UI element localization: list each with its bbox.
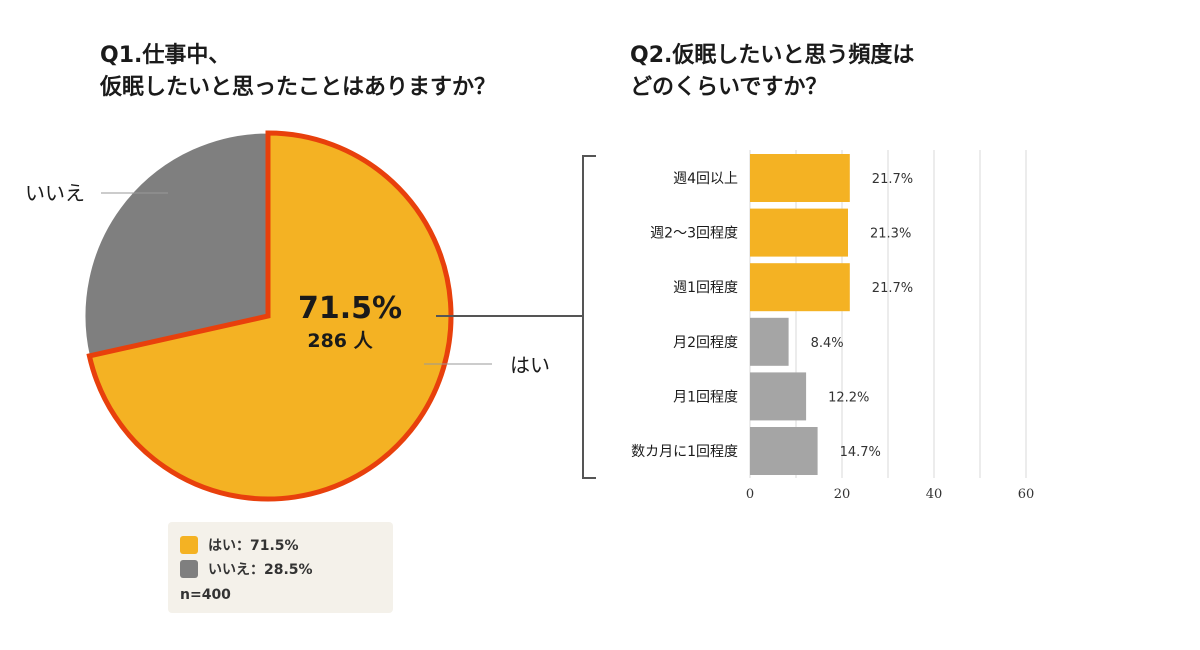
bar-category-label: 月2回程度 — [673, 335, 738, 351]
q1-title: Q1.仕事中、 仮眠したいと思ったことはありますか？ — [100, 40, 496, 104]
q1-title-line2: 仮眠したいと思ったことはありますか？ — [100, 75, 497, 100]
q2-title: Q2.仮眠したいと思う頻度は どのくらいですか？ — [630, 40, 914, 104]
bar-value-label: 21.7% — [872, 281, 913, 296]
bar-category-label: 数カ月に1回程度 — [631, 444, 738, 460]
legend-sample-size: n=400 — [180, 587, 231, 603]
bar-value-label: 8.4% — [811, 336, 844, 351]
bar-2 — [750, 208, 848, 257]
legend-item-no: いいえ：28.5% — [180, 559, 313, 579]
pie-center-count: 286 人 — [307, 330, 373, 352]
bar-6 — [750, 427, 818, 475]
bar-value-label: 21.7% — [872, 172, 913, 187]
pie-legend: はい：71.5% いいえ：28.5% n=400 — [168, 522, 393, 613]
bar-category-label: 月1回程度 — [673, 389, 738, 405]
bar-5 — [750, 372, 807, 421]
pie-labels: 71.5% 286 人 いいえ はい — [25, 181, 550, 377]
pie-to-bar-connector — [436, 155, 596, 479]
bar-4 — [750, 317, 789, 366]
legend-swatch-yes — [180, 536, 198, 554]
q2-title-line1: Q2.仮眠したいと思う頻度は — [630, 43, 915, 68]
bar-category-label: 週2～3回程度 — [650, 226, 738, 242]
x-tick-label: 60 — [1018, 487, 1035, 502]
x-tick-label: 40 — [926, 487, 943, 502]
pie-slice-yes — [86, 130, 454, 502]
bar-gridlines — [749, 150, 1027, 478]
bar-category-label: 週4回以上 — [673, 171, 738, 187]
legend-label-yes: はい：71.5% — [208, 538, 299, 554]
bracket — [582, 155, 596, 479]
legend-swatch-no — [180, 560, 198, 578]
bar-1 — [750, 154, 850, 202]
pie-label-yes: はい — [510, 353, 550, 377]
bar-chart: 週4回以上 21.7% 週2～3回程度 21.3% 週1回程度 21.7% 月2回程度 8.4… — [631, 154, 913, 475]
q1-title-line1: Q1.仕事中、 — [100, 43, 231, 68]
x-tick-label: 20 — [834, 487, 851, 502]
bar-category-label: 週1回程度 — [673, 280, 738, 296]
legend-label-no: いいえ：28.5% — [208, 562, 313, 578]
pie-chart — [84, 130, 454, 502]
pie-center-percent: 71.5% — [298, 291, 402, 326]
bar-3 — [750, 263, 850, 312]
bar-axis-ticks: 0 20 40 60 — [746, 487, 1034, 502]
pie-label-no: いいえ — [25, 181, 85, 205]
pie-slice-no — [84, 132, 269, 357]
bar-value-label: 12.2% — [828, 390, 869, 405]
bar-value-label: 21.3% — [870, 227, 911, 242]
bar-value-label: 14.7% — [840, 445, 881, 460]
legend-item-yes: はい：71.5% — [180, 535, 299, 555]
x-tick-label: 0 — [746, 487, 754, 502]
q2-title-line2: どのくらいですか？ — [630, 75, 828, 100]
